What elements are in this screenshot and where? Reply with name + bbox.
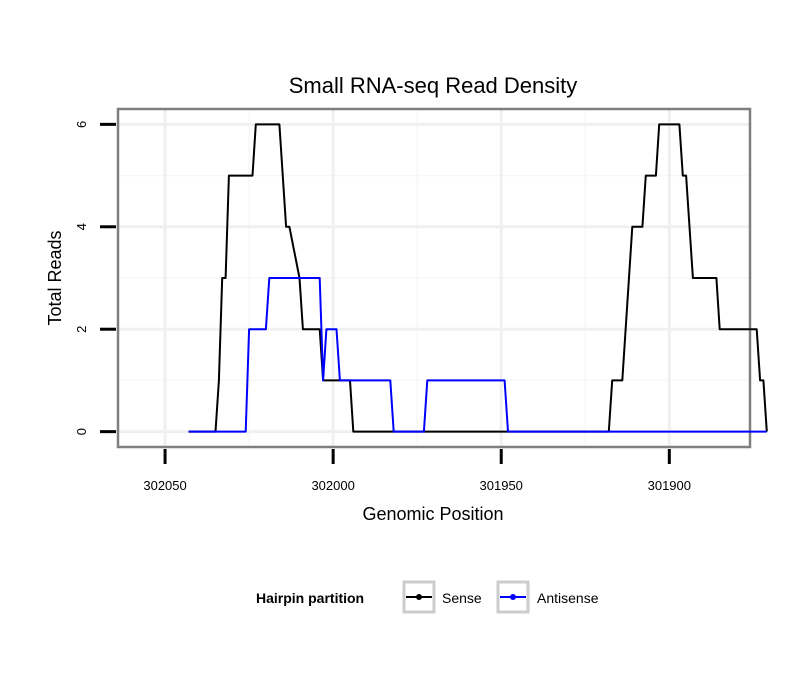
- plot-panel-border: [116, 107, 752, 449]
- legend-title: Hairpin partition: [256, 590, 364, 606]
- legend-point-antisense: [510, 594, 516, 600]
- legend-point-sense: [416, 594, 422, 600]
- series-layer: [188, 123, 768, 433]
- chart-title: Small RNA-seq Read Density: [289, 73, 578, 98]
- x-tick-label: 302000: [311, 478, 354, 493]
- grid: [118, 109, 750, 447]
- x-axis-title: Genomic Position: [362, 504, 503, 524]
- y-tick-label: 4: [74, 223, 89, 230]
- y-axis: 0 2 4 6: [74, 121, 116, 435]
- legend: Hairpin partition Sense Antisense: [256, 580, 599, 614]
- series-line-antisense: [188, 277, 767, 433]
- y-tick-label: 2: [74, 326, 89, 333]
- y-axis-title: Total Reads: [45, 230, 65, 325]
- legend-label-antisense: Antisense: [537, 590, 599, 606]
- x-tick-label: 301950: [480, 478, 523, 493]
- y-tick-label: 6: [74, 121, 89, 128]
- x-axis: 302050 302000 301950 301900: [143, 449, 691, 493]
- x-tick-label: 302050: [143, 478, 186, 493]
- y-tick-label: 0: [74, 428, 89, 435]
- legend-label-sense: Sense: [442, 590, 482, 606]
- x-tick-label: 301900: [648, 478, 691, 493]
